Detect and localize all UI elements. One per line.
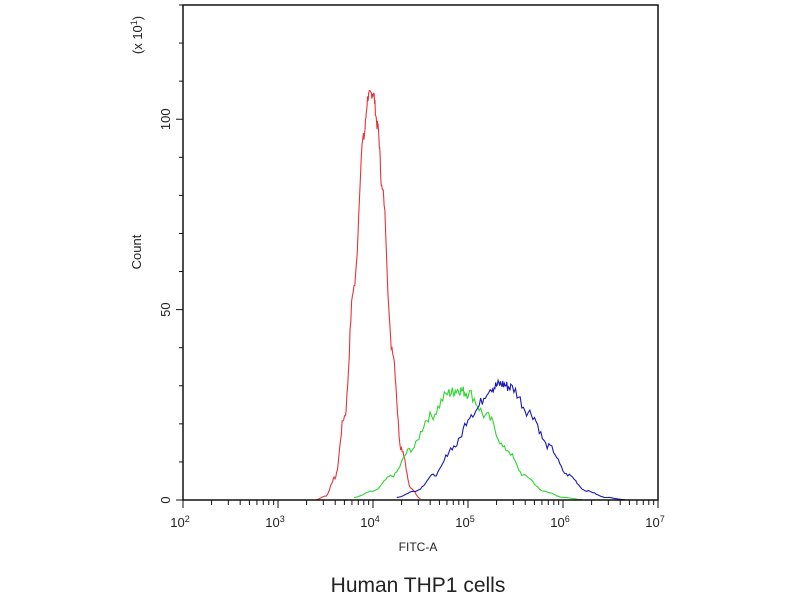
- histogram-series-0: [316, 89, 421, 501]
- axis-ticks: [176, 4, 659, 508]
- y-tick-label: 50: [158, 302, 173, 316]
- y-tick-labels: 0 50 100: [158, 108, 173, 503]
- x-tick-label: 105: [455, 514, 474, 530]
- x-tick-labels: 102 103 104 105 106 107: [170, 514, 664, 530]
- y-multiplier-label: (x 101): [129, 16, 145, 54]
- histogram-series-2: [396, 378, 625, 501]
- chart-title: Human THP1 cells: [331, 574, 506, 597]
- x-tick-label: 102: [170, 514, 189, 530]
- plot-frame: [182, 4, 659, 501]
- series-group: [316, 89, 625, 501]
- y-tick-label: 100: [158, 108, 173, 130]
- y-axis-label: Count: [129, 234, 144, 269]
- x-tick-label: 103: [265, 514, 284, 530]
- x-axis-label: FITC-A: [399, 540, 438, 554]
- x-tick-label: 107: [645, 514, 664, 530]
- y-tick-label: 0: [158, 496, 173, 503]
- x-tick-label: 104: [360, 514, 379, 530]
- x-tick-label: 106: [550, 514, 569, 530]
- histogram-series-1: [353, 386, 582, 501]
